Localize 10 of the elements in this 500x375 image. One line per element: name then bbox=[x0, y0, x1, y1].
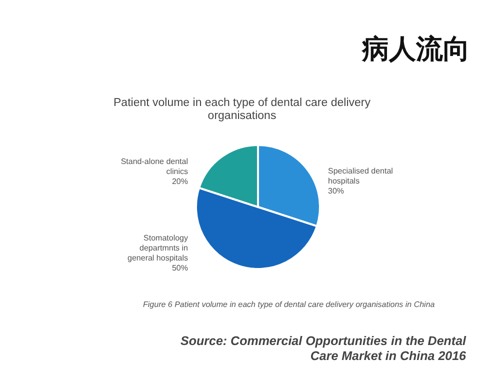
slice-label: Specialised dental hospitals bbox=[328, 166, 394, 186]
data-label: 30% bbox=[328, 186, 344, 196]
source-note: Source: Commercial Opportunities in the Dental Care Market in China 2016 bbox=[180, 334, 468, 363]
chart-title: 病人流向 bbox=[361, 34, 470, 64]
chart-subtitle: Patient volume in each type of dental care delivery organisations bbox=[114, 97, 371, 122]
slice-label: Stomatology departmnts in general hospitals bbox=[128, 233, 188, 262]
slice-label: Stand-alone dental clinics bbox=[120, 156, 188, 176]
data-label: 20% bbox=[172, 176, 188, 186]
caption: Figure 6 Patient volume in each type of dental care delivery organisations in China bbox=[143, 300, 436, 309]
data-label: 50% bbox=[172, 263, 188, 272]
